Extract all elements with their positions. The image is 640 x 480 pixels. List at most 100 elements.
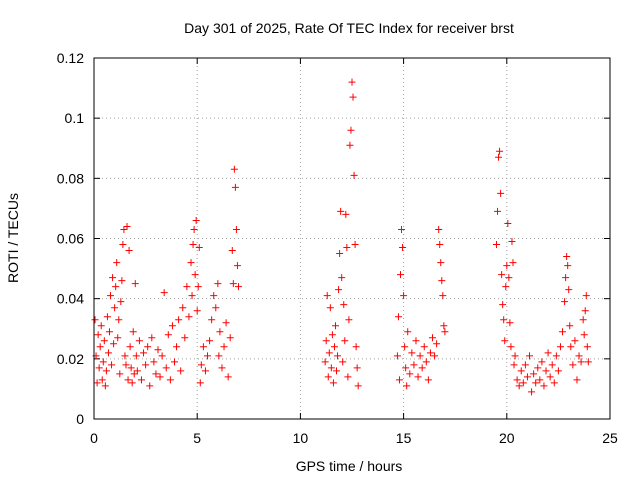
data-point <box>571 337 579 345</box>
data-point <box>329 379 337 387</box>
data-point <box>548 361 556 369</box>
data-point <box>556 343 564 351</box>
data-point <box>193 307 201 315</box>
data-point <box>499 301 507 309</box>
data-point <box>353 364 361 372</box>
data-point <box>335 286 343 294</box>
data-point <box>194 283 202 291</box>
data-point <box>507 343 515 351</box>
data-point <box>526 352 534 360</box>
data-point <box>397 271 405 279</box>
data-point <box>336 250 344 258</box>
data-point <box>538 358 546 366</box>
data-point <box>231 183 239 191</box>
y-tick-label: 0.04 <box>57 291 84 307</box>
y-tick-label: 0.12 <box>57 50 84 66</box>
data-point <box>422 358 430 366</box>
data-point <box>132 352 140 360</box>
data-point <box>328 331 336 339</box>
data-point <box>521 361 529 369</box>
data-point <box>330 343 338 351</box>
data-point <box>418 364 426 372</box>
data-point <box>511 352 519 360</box>
data-point <box>412 337 420 345</box>
data-point <box>130 370 138 378</box>
data-point <box>554 367 562 375</box>
data-point <box>129 328 137 336</box>
data-point <box>339 358 347 366</box>
data-point <box>566 322 574 330</box>
plot-frame <box>93 57 611 420</box>
data-point <box>154 346 162 354</box>
data-point <box>334 352 342 360</box>
data-point <box>532 379 540 387</box>
data-point <box>403 382 411 390</box>
data-point <box>229 280 237 288</box>
y-tick-label: 0.06 <box>57 231 84 247</box>
data-point <box>216 328 224 336</box>
data-point <box>113 259 121 267</box>
data-point <box>506 319 514 327</box>
data-point <box>192 216 200 224</box>
data-point <box>346 141 354 149</box>
data-point <box>565 286 573 294</box>
data-point <box>142 361 150 369</box>
data-point <box>581 307 589 315</box>
data-point <box>534 364 542 372</box>
data-point <box>433 340 441 348</box>
data-point <box>579 316 587 324</box>
data-points <box>91 78 592 396</box>
data-point <box>124 376 132 384</box>
x-tick-label: 20 <box>499 430 515 446</box>
data-point <box>175 316 183 324</box>
data-point <box>496 147 504 155</box>
data-point <box>508 238 516 246</box>
data-point <box>331 322 339 330</box>
data-point <box>515 382 523 390</box>
data-point <box>536 376 544 384</box>
data-point <box>140 349 148 357</box>
data-point <box>414 373 422 381</box>
data-point <box>439 292 447 300</box>
data-point <box>190 225 198 233</box>
data-point <box>577 358 585 366</box>
data-point <box>110 340 118 348</box>
data-point <box>210 292 218 300</box>
data-point <box>96 343 104 351</box>
data-point <box>123 222 131 230</box>
data-point <box>503 262 511 270</box>
data-point <box>173 343 181 351</box>
data-point <box>201 367 209 375</box>
data-point <box>394 313 402 321</box>
data-point <box>500 316 508 324</box>
data-point <box>208 316 216 324</box>
data-point <box>584 358 592 366</box>
data-point <box>340 301 348 309</box>
data-point <box>338 274 346 282</box>
data-point <box>350 171 358 179</box>
data-point <box>183 283 191 291</box>
data-point <box>552 352 560 360</box>
data-point <box>232 225 240 233</box>
data-point <box>220 343 228 351</box>
data-point <box>582 292 590 300</box>
data-point <box>517 367 525 375</box>
data-point <box>505 274 513 282</box>
data-point <box>393 352 401 360</box>
data-point <box>94 331 102 339</box>
data-point <box>121 352 129 360</box>
x-tick-label: 5 <box>193 430 201 446</box>
data-point <box>199 343 207 351</box>
data-point <box>215 352 223 360</box>
y-tick-label: 0 <box>76 411 84 427</box>
data-point <box>97 322 105 330</box>
data-point <box>100 337 108 345</box>
data-point <box>127 364 135 372</box>
data-point <box>546 373 554 381</box>
data-point <box>408 349 416 357</box>
data-point <box>152 370 160 378</box>
data-point <box>206 337 214 345</box>
data-point <box>498 271 506 279</box>
data-point <box>435 225 443 233</box>
